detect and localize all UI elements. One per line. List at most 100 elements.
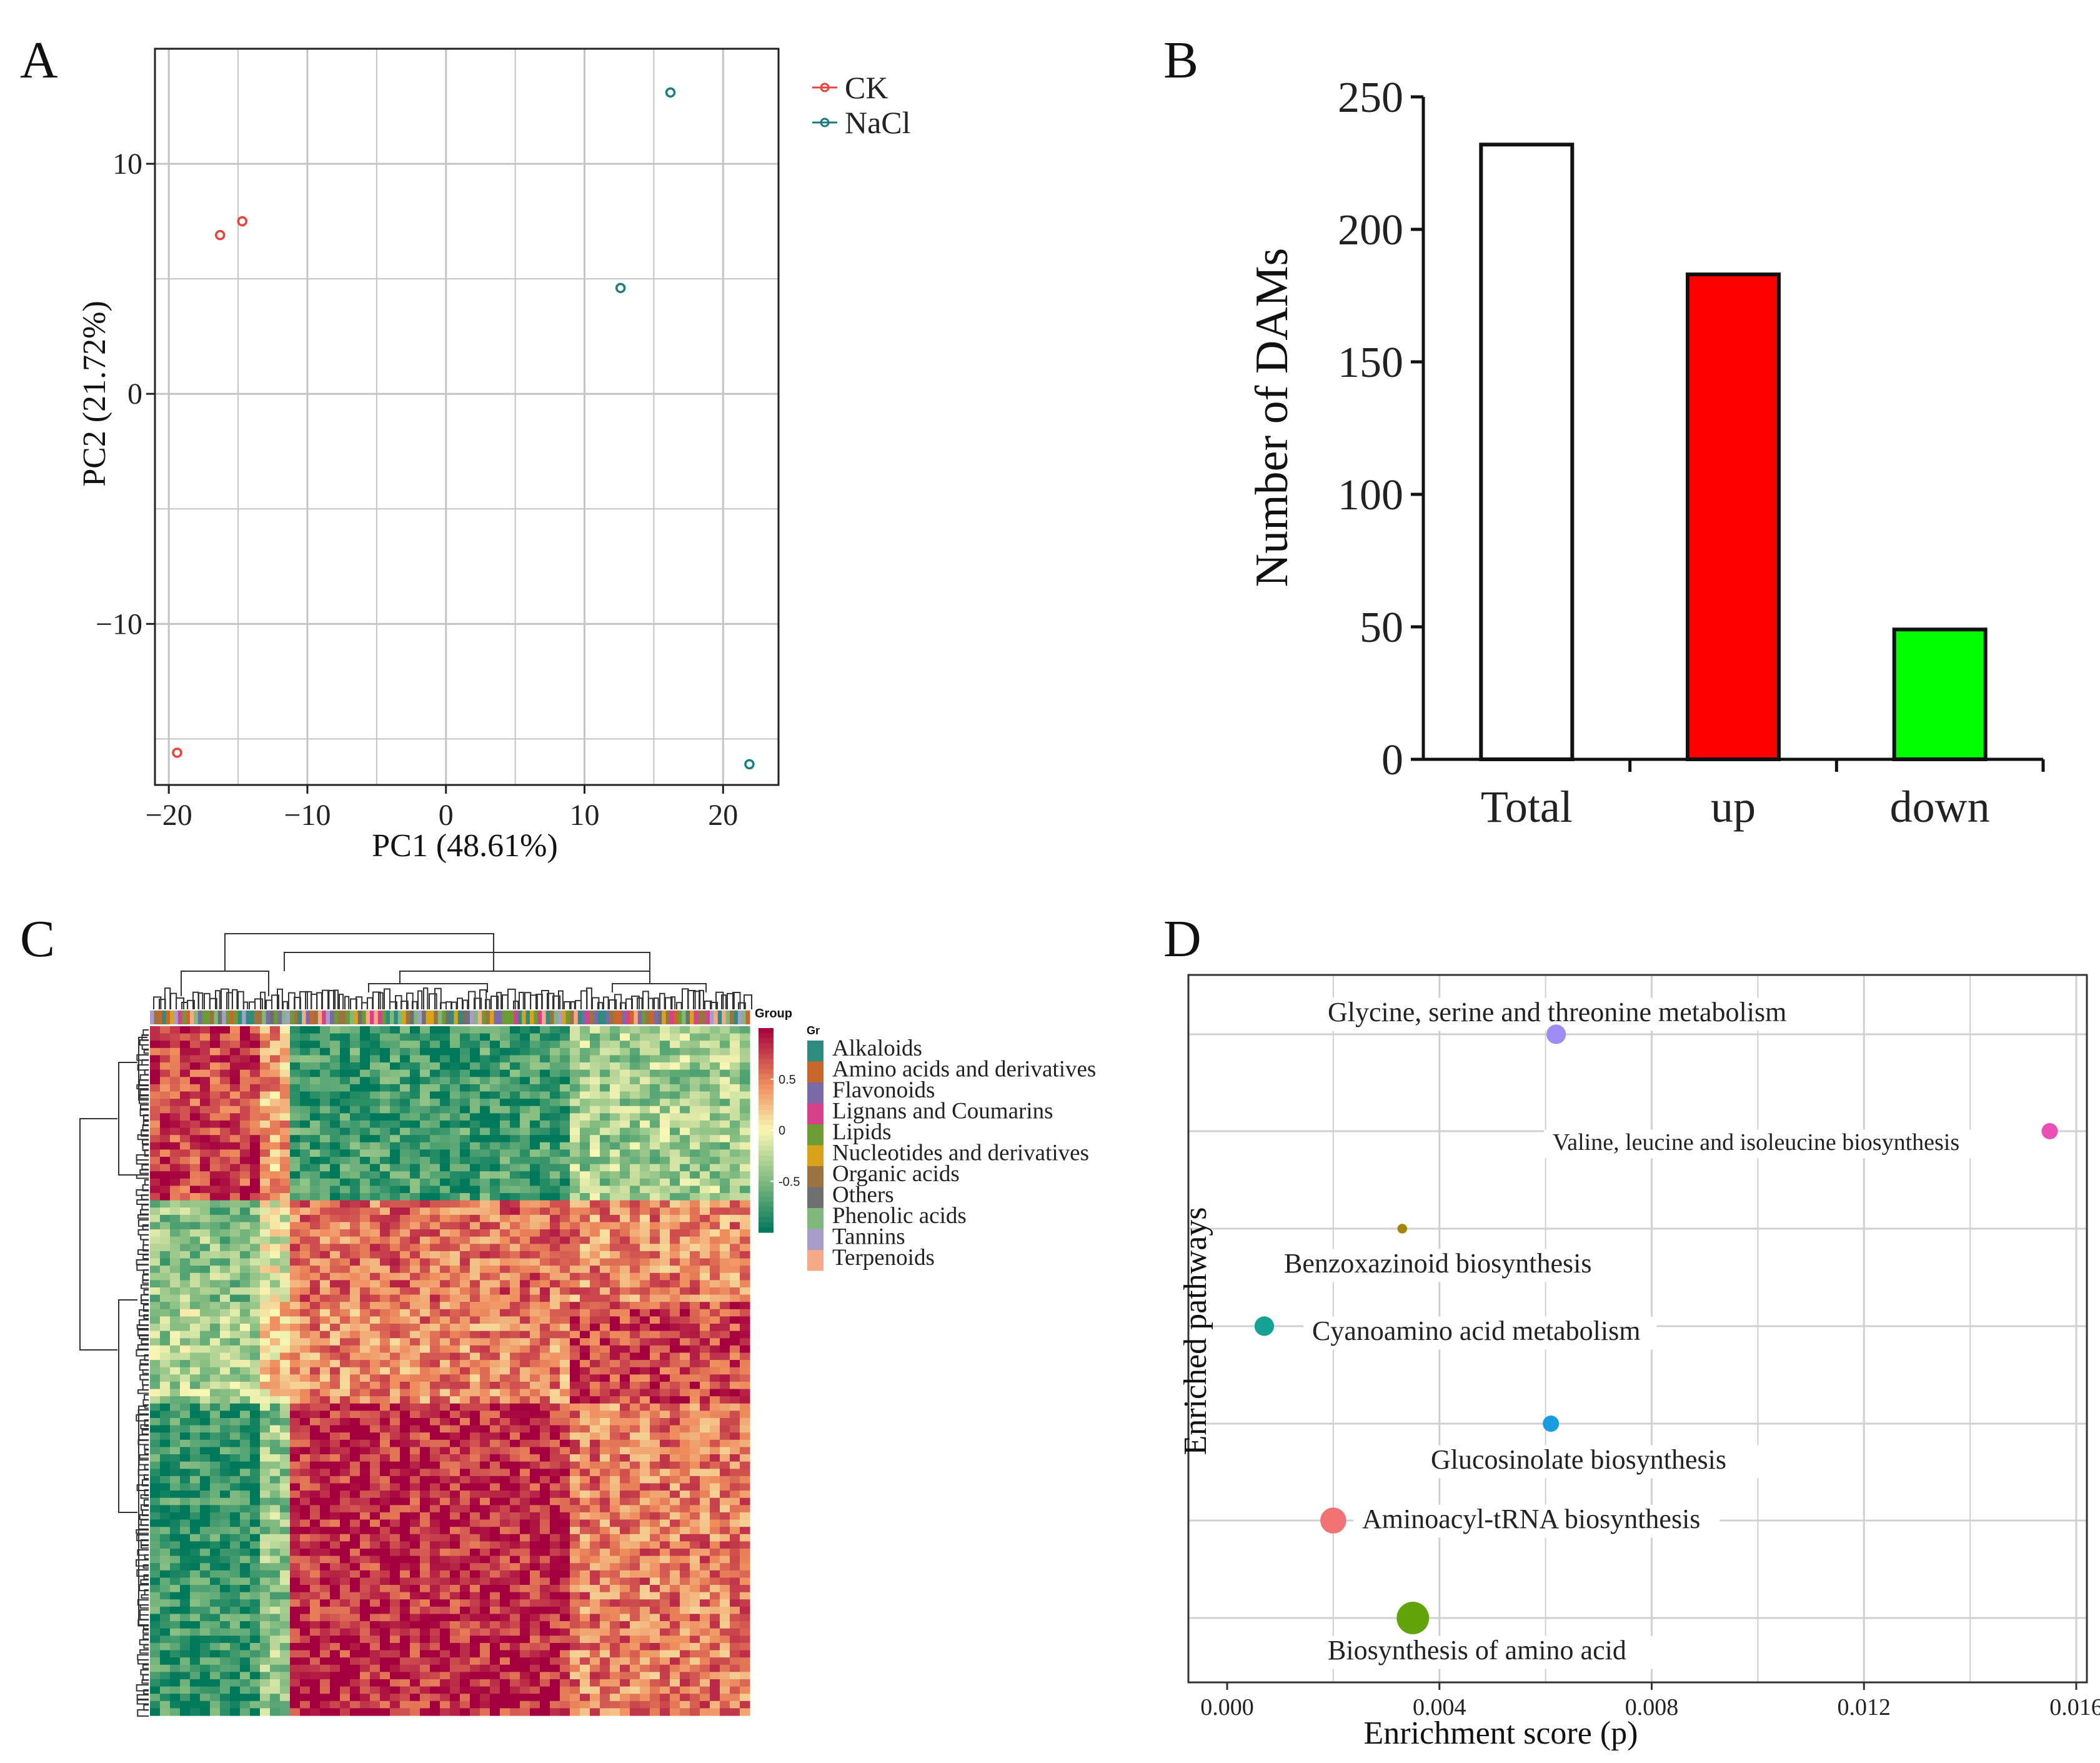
- heatmap-cell: [590, 1396, 600, 1404]
- heatmap-cell: [580, 1497, 590, 1506]
- heatmap-cell: [430, 1461, 440, 1469]
- heatmap-column-dendrogram-leaf: [474, 997, 482, 1009]
- heatmap-cell: [630, 1417, 640, 1426]
- heatmap-cell: [290, 1193, 301, 1201]
- heatmap-cell: [210, 1055, 221, 1063]
- heatmap-cell: [650, 1563, 660, 1571]
- heatmap-cell: [670, 1272, 680, 1281]
- heatmap-cell: [730, 1425, 740, 1433]
- heatmap-cell: [700, 1047, 710, 1056]
- heatmap-cell: [160, 1244, 171, 1252]
- heatmap-cell: [420, 1258, 430, 1266]
- heatmap-cell: [570, 1324, 580, 1332]
- heatmap-cell: [570, 1519, 580, 1527]
- heatmap-cell: [450, 1534, 460, 1542]
- heatmap-cell: [310, 1236, 321, 1244]
- heatmap-cell: [580, 1454, 590, 1462]
- heatmap-cell: [440, 1469, 450, 1477]
- heatmap-cell: [730, 1186, 740, 1194]
- heatmap-cell: [180, 1178, 191, 1187]
- heatmap-cell: [560, 1519, 570, 1527]
- heatmap-cell: [270, 1534, 281, 1542]
- heatmap-cell: [460, 1214, 470, 1223]
- heatmap-cell: [320, 1251, 331, 1259]
- heatmap-cell: [470, 1244, 480, 1252]
- heatmap-cell: [160, 1454, 171, 1462]
- heatmap-cell: [450, 1142, 460, 1150]
- heatmap-cell: [230, 1033, 241, 1041]
- heatmap-cell: [380, 1033, 391, 1041]
- heatmap-cell: [240, 1447, 251, 1455]
- heatmap-cell: [600, 1164, 610, 1172]
- heatmap-cell: [320, 1360, 331, 1368]
- heatmap-cell: [600, 1527, 610, 1535]
- heatmap-cell: [220, 1091, 231, 1099]
- heatmap-cell: [740, 1396, 750, 1404]
- heatmap-cell: [570, 1193, 580, 1201]
- heatmap-cell: [170, 1541, 181, 1549]
- heatmap-cell: [520, 1556, 530, 1564]
- heatmap-cell: [540, 1127, 550, 1136]
- heatmap-cell: [490, 1077, 500, 1085]
- heatmap-cell: [710, 1214, 720, 1223]
- heatmap-cell: [580, 1338, 590, 1346]
- heatmap-cell: [150, 1403, 161, 1411]
- heatmap-cell: [710, 1469, 720, 1477]
- heatmap-cell: [150, 1156, 161, 1165]
- heatmap-cell: [330, 1396, 341, 1404]
- heatmap-cell: [550, 1272, 560, 1281]
- heatmap-cell: [620, 1309, 630, 1317]
- heatmap-cell: [610, 1164, 620, 1172]
- heatmap-cell: [270, 1309, 281, 1317]
- heatmap-cell: [700, 1512, 710, 1521]
- heatmap-cell: [630, 1156, 640, 1165]
- heatmap-cell: [450, 1156, 460, 1165]
- heatmap-cell: [530, 1287, 540, 1296]
- heatmap-cell: [330, 1214, 341, 1223]
- heatmap-cell: [570, 1106, 580, 1114]
- heatmap-cell: [650, 1302, 660, 1310]
- heatmap-cell: [610, 1425, 620, 1433]
- heatmap-cell: [280, 1200, 291, 1208]
- heatmap-cell: [550, 1186, 560, 1194]
- heatmap-cell: [450, 1476, 460, 1484]
- heatmap-cell: [290, 1142, 301, 1150]
- heatmap-cell: [470, 1251, 480, 1259]
- heatmap-cell: [270, 1069, 281, 1077]
- heatmap-cell: [380, 1447, 391, 1455]
- heatmap-cell: [710, 1374, 720, 1382]
- heatmap-cell: [270, 1207, 281, 1216]
- heatmap-cell: [740, 1294, 750, 1302]
- heatmap-cell: [440, 1251, 450, 1259]
- heatmap-cell: [440, 1324, 450, 1332]
- heatmap-cell: [590, 1302, 600, 1310]
- heatmap-cell: [450, 1084, 460, 1092]
- heatmap-cell: [690, 1084, 700, 1092]
- heatmap-cell: [600, 1519, 610, 1527]
- heatmap-annotation-cell: [250, 1011, 254, 1024]
- heatmap-cell: [210, 1193, 221, 1201]
- heatmap-cell: [700, 1352, 710, 1361]
- heatmap-cell: [720, 1381, 730, 1390]
- heatmap-cell: [400, 1461, 411, 1469]
- heatmap-cell: [370, 1425, 381, 1433]
- heatmap-cell: [160, 1476, 171, 1484]
- heatmap-cell: [490, 1164, 500, 1172]
- heatmap-cell: [620, 1563, 630, 1571]
- heatmap-cell: [690, 1178, 700, 1187]
- heatmap-cell: [700, 1099, 710, 1107]
- heatmap-cell: [200, 1186, 211, 1194]
- heatmap-cell: [530, 1541, 540, 1549]
- heatmap-cell: [260, 1360, 271, 1368]
- heatmap-cell: [560, 1316, 570, 1324]
- heatmap-cell: [390, 1432, 401, 1441]
- heatmap-cell: [490, 1193, 500, 1201]
- heatmap-cell: [330, 1055, 341, 1063]
- heatmap-annotation-cell: [645, 1011, 650, 1024]
- heatmap-cell: [170, 1389, 181, 1397]
- heatmap-cell: [480, 1178, 490, 1187]
- heatmap-cell: [480, 1171, 490, 1179]
- heatmap-cell: [550, 1091, 560, 1099]
- heatmap-cell: [580, 1229, 590, 1237]
- heatmap-cell: [650, 1352, 660, 1361]
